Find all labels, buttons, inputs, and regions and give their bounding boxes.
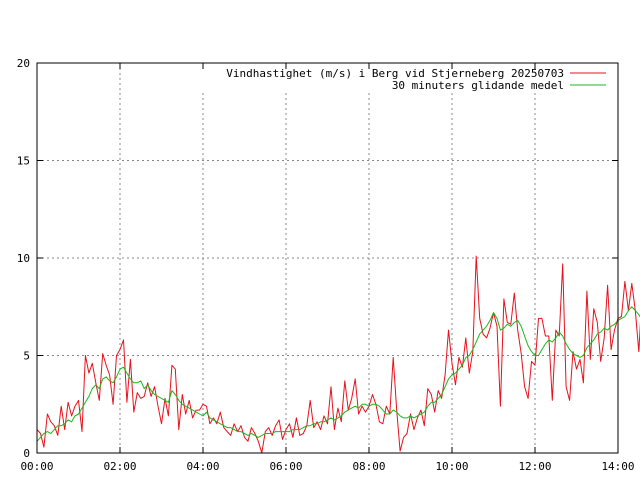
series-line-wind-speed <box>36 255 640 454</box>
legend-label-wind-speed: Vindhastighet (m/s) i Berg vid Stjernebe… <box>226 67 564 80</box>
y-tick-label: 0 <box>23 447 30 460</box>
y-tick-label: 10 <box>17 252 30 265</box>
x-tick-label: 10:00 <box>435 460 468 473</box>
y-axis: 0 5 10 15 20 <box>17 57 618 460</box>
y-tick-label: 20 <box>17 57 30 70</box>
y-tick-label: 15 <box>17 155 30 168</box>
x-tick-label: 06:00 <box>269 460 302 473</box>
x-tick-label: 04:00 <box>186 460 219 473</box>
legend-label-moving-average: 30 minuters glidande medel <box>392 79 564 92</box>
x-tick-label: 12:00 <box>518 460 551 473</box>
x-axis: 00:00 02:00 04:00 06:00 08:00 10:00 12:00 14:00 <box>20 63 635 473</box>
x-tick-label: 02:00 <box>103 460 136 473</box>
plot-frame <box>36 62 619 454</box>
grid-lines <box>37 63 618 453</box>
y-tick-label: 5 <box>23 350 30 363</box>
legend: Vindhastighet (m/s) i Berg vid Stjernebe… <box>226 67 606 92</box>
x-tick-label: 00:00 <box>20 460 53 473</box>
x-tick-label: 08:00 <box>352 460 385 473</box>
series-line-moving-average <box>36 306 640 442</box>
x-tick-label: 14:00 <box>601 460 634 473</box>
series-layer <box>36 255 640 454</box>
